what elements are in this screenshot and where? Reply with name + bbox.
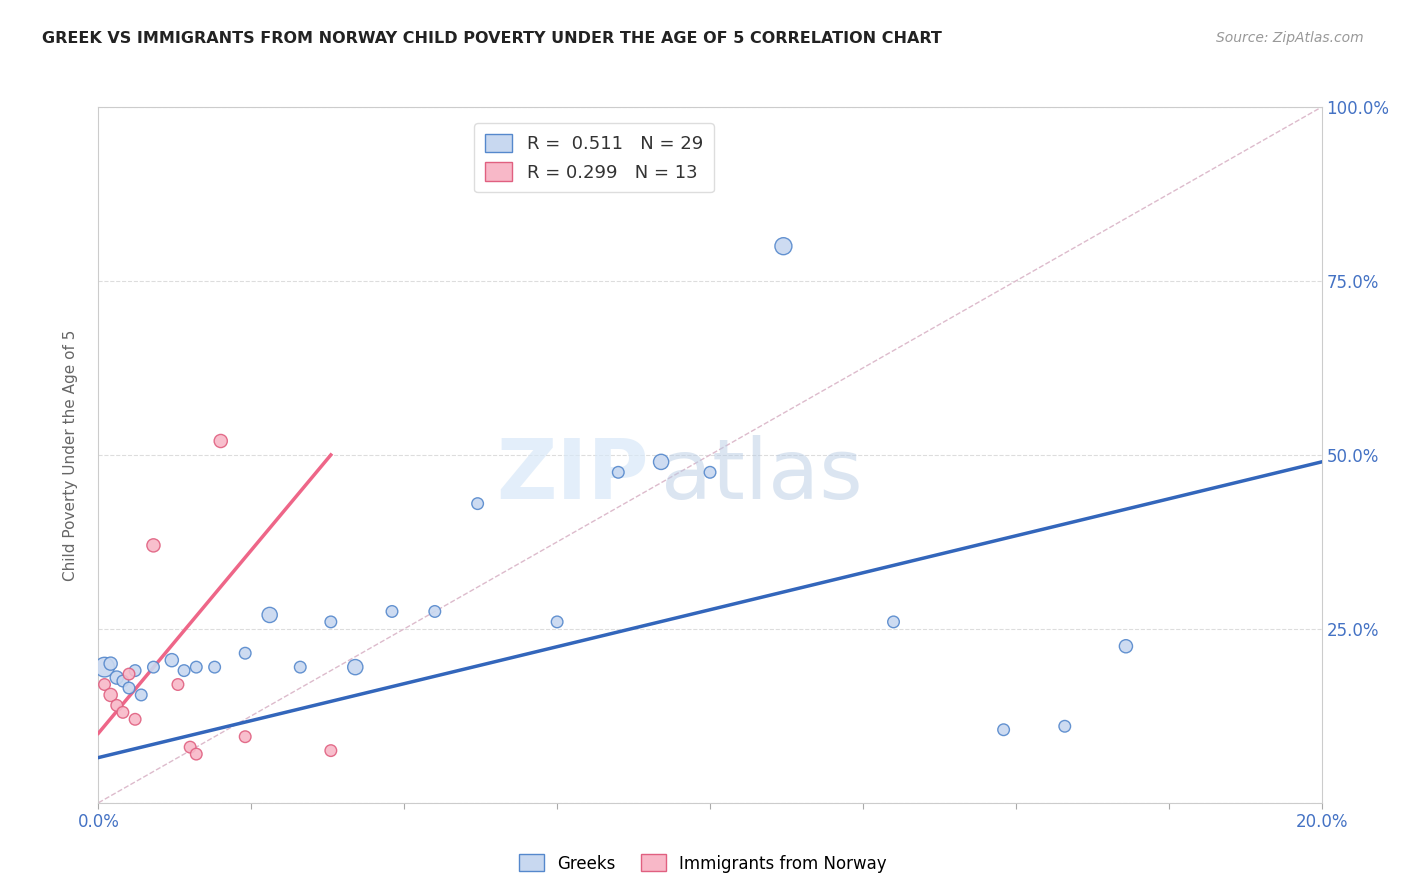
- Text: Source: ZipAtlas.com: Source: ZipAtlas.com: [1216, 31, 1364, 45]
- Point: [167, 677, 190, 691]
- Point: [124, 664, 146, 678]
- Point: [93, 677, 115, 691]
- Point: [423, 605, 446, 619]
- Point: [111, 706, 134, 720]
- Point: [160, 653, 183, 667]
- Point: [111, 674, 134, 689]
- Point: [186, 747, 208, 761]
- Point: [173, 664, 195, 678]
- Point: [186, 660, 208, 674]
- Point: [381, 605, 404, 619]
- Point: [607, 466, 630, 480]
- Point: [233, 646, 256, 660]
- Text: ZIP: ZIP: [496, 435, 650, 516]
- Point: [93, 660, 115, 674]
- Text: atlas: atlas: [661, 435, 863, 516]
- Point: [118, 667, 141, 681]
- Point: [233, 730, 256, 744]
- Point: [118, 681, 141, 695]
- Legend: Greeks, Immigrants from Norway: Greeks, Immigrants from Norway: [513, 847, 893, 880]
- Point: [993, 723, 1015, 737]
- Point: [209, 434, 232, 448]
- Point: [344, 660, 367, 674]
- Point: [100, 688, 122, 702]
- Text: GREEK VS IMMIGRANTS FROM NORWAY CHILD POVERTY UNDER THE AGE OF 5 CORRELATION CHA: GREEK VS IMMIGRANTS FROM NORWAY CHILD PO…: [42, 31, 942, 46]
- Point: [650, 455, 672, 469]
- Point: [100, 657, 122, 671]
- Point: [699, 466, 721, 480]
- Point: [883, 615, 905, 629]
- Point: [319, 744, 342, 758]
- Point: [259, 607, 281, 622]
- Point: [1115, 639, 1137, 653]
- Point: [319, 615, 342, 629]
- Point: [142, 660, 165, 674]
- Point: [142, 538, 165, 552]
- Point: [467, 497, 489, 511]
- Point: [105, 671, 128, 685]
- Point: [129, 688, 152, 702]
- Y-axis label: Child Poverty Under the Age of 5: Child Poverty Under the Age of 5: [63, 329, 77, 581]
- Legend: R =  0.511   N = 29, R = 0.299   N = 13: R = 0.511 N = 29, R = 0.299 N = 13: [474, 123, 714, 193]
- Point: [290, 660, 312, 674]
- Point: [546, 615, 568, 629]
- Point: [1053, 719, 1076, 733]
- Point: [124, 712, 146, 726]
- Point: [772, 239, 794, 253]
- Point: [105, 698, 128, 713]
- Point: [179, 740, 201, 755]
- Point: [204, 660, 226, 674]
